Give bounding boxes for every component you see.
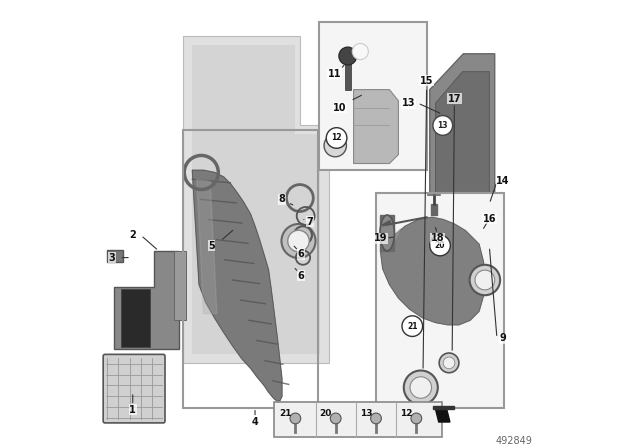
Polygon shape <box>433 406 454 409</box>
Circle shape <box>402 316 422 336</box>
FancyBboxPatch shape <box>103 354 165 423</box>
Text: 18: 18 <box>431 233 444 243</box>
Bar <box>275 402 442 437</box>
Bar <box>376 193 504 408</box>
Circle shape <box>282 224 316 258</box>
Polygon shape <box>174 251 186 320</box>
Text: 5: 5 <box>208 241 215 250</box>
Text: 16: 16 <box>483 214 496 224</box>
Polygon shape <box>184 36 329 363</box>
Polygon shape <box>430 323 495 385</box>
Polygon shape <box>409 327 418 334</box>
Circle shape <box>339 47 356 65</box>
Text: 13: 13 <box>438 121 448 130</box>
Text: 1: 1 <box>129 405 136 415</box>
Circle shape <box>410 377 431 398</box>
Text: 21: 21 <box>407 322 417 331</box>
Circle shape <box>330 413 341 424</box>
Text: 9: 9 <box>499 333 506 343</box>
Text: 15: 15 <box>420 76 433 86</box>
Circle shape <box>411 413 422 424</box>
Text: 19: 19 <box>374 233 387 243</box>
Polygon shape <box>192 170 282 401</box>
Polygon shape <box>380 217 484 325</box>
Circle shape <box>404 370 438 405</box>
Text: 6: 6 <box>298 271 305 280</box>
Polygon shape <box>197 179 217 314</box>
Bar <box>319 22 427 170</box>
Circle shape <box>430 235 451 256</box>
Polygon shape <box>436 72 490 376</box>
Text: 6: 6 <box>298 250 305 259</box>
Ellipse shape <box>380 215 394 251</box>
Circle shape <box>433 116 452 135</box>
Text: 4: 4 <box>252 417 259 427</box>
Text: 12: 12 <box>332 134 342 142</box>
Polygon shape <box>192 45 320 354</box>
Circle shape <box>475 270 495 290</box>
Text: 7: 7 <box>307 217 314 227</box>
Polygon shape <box>114 251 179 349</box>
Text: 20: 20 <box>435 241 445 250</box>
Polygon shape <box>431 204 437 215</box>
Polygon shape <box>353 90 398 164</box>
Bar <box>345 63 351 90</box>
Polygon shape <box>380 215 394 251</box>
Circle shape <box>290 413 301 424</box>
Circle shape <box>326 128 347 148</box>
Bar <box>108 250 123 262</box>
Circle shape <box>288 230 309 252</box>
Text: 8: 8 <box>278 194 285 204</box>
Text: 12: 12 <box>400 409 413 418</box>
Circle shape <box>470 265 500 295</box>
Text: 13: 13 <box>360 409 372 418</box>
Polygon shape <box>383 228 401 251</box>
Circle shape <box>352 43 369 60</box>
Text: 2: 2 <box>129 230 136 240</box>
Circle shape <box>371 413 381 424</box>
Text: 13: 13 <box>402 98 415 108</box>
Circle shape <box>324 134 346 157</box>
Polygon shape <box>436 327 490 376</box>
Text: 21: 21 <box>279 409 292 418</box>
Text: 11: 11 <box>328 69 341 79</box>
Polygon shape <box>430 54 495 385</box>
Text: 10: 10 <box>333 103 347 112</box>
Circle shape <box>439 353 459 373</box>
Text: 14: 14 <box>496 177 509 186</box>
Polygon shape <box>121 289 150 347</box>
Text: 20: 20 <box>319 409 332 418</box>
Text: 492849: 492849 <box>496 436 533 446</box>
Text: 3: 3 <box>108 253 115 263</box>
Circle shape <box>443 357 455 369</box>
Text: 17: 17 <box>447 94 461 103</box>
Bar <box>184 130 317 408</box>
Polygon shape <box>435 408 450 422</box>
